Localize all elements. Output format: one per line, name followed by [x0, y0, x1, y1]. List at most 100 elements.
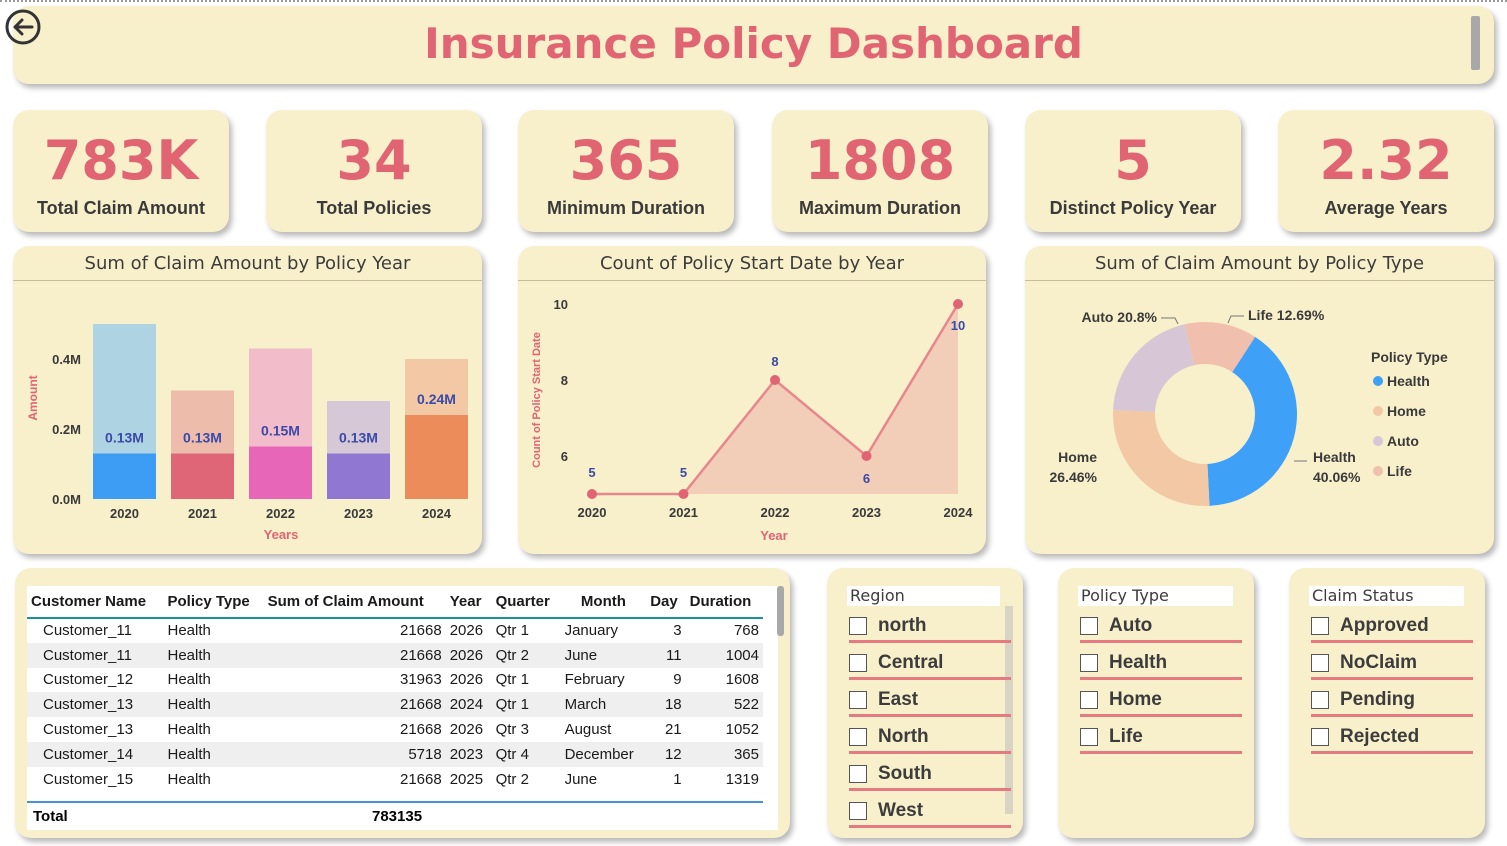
table-row[interactable]: Customer_14 Health 5718 2023 Qtr 4 December 12…: [27, 741, 763, 767]
legend-marker[interactable]: [1373, 376, 1383, 386]
table-row[interactable]: Customer_13 Health 21668 2026 Qtr 3 August 21 1…: [27, 717, 763, 742]
legend-marker[interactable]: [1373, 466, 1383, 476]
checkbox[interactable]: [1080, 691, 1098, 709]
table-cell: August: [564, 721, 612, 739]
donut-slice[interactable]: [1113, 324, 1195, 412]
table-cell: 1052: [725, 721, 759, 739]
policy-table-container[interactable]: Customer Name Policy Type Sum of Claim Amo…: [27, 586, 778, 830]
checkbox[interactable]: [1311, 654, 1329, 672]
table-row[interactable]: Customer_11 Health 21668 2026 Qtr 1 January 3 7…: [27, 618, 763, 643]
data-point[interactable]: [953, 299, 963, 309]
bar-chart-card: Sum of Claim Amount by Policy Year 0.0M 0…: [13, 246, 482, 554]
checkbox[interactable]: [849, 765, 867, 783]
bar[interactable]: [171, 453, 234, 500]
legend-label[interactable]: Health: [1387, 373, 1430, 389]
column-header[interactable]: Sum of Claim Amount: [267, 593, 424, 610]
column-header[interactable]: Policy Type: [167, 593, 250, 610]
kpi-card-minimum-duration: 365 Minimum Duration: [518, 110, 734, 232]
table-row[interactable]: Customer_11 Health 21668 2026 Qtr 2 June 11 100…: [27, 642, 763, 668]
region-slicer-scrollbar[interactable]: [1005, 606, 1013, 814]
slicer-option[interactable]: Rejected: [1311, 726, 1473, 754]
slicer-option-label: Health: [1109, 652, 1168, 673]
checkbox[interactable]: [849, 654, 867, 672]
region-slicer: Region north Central East North South West: [827, 568, 1023, 838]
table-scrollbar[interactable]: [777, 586, 784, 636]
column-header[interactable]: Day: [650, 593, 678, 610]
bar[interactable]: [405, 415, 468, 499]
table-cell: 21668: [399, 696, 442, 714]
checkbox[interactable]: [1311, 691, 1329, 709]
column-header[interactable]: Quarter: [495, 593, 550, 610]
column-header[interactable]: Month: [580, 593, 626, 610]
checkbox[interactable]: [849, 802, 867, 820]
bar[interactable]: [93, 453, 156, 500]
table-cell: 1608: [725, 671, 759, 689]
slicer-option[interactable]: Pending: [1311, 689, 1473, 717]
slicer-option[interactable]: North: [849, 726, 1011, 754]
donut-slice[interactable]: [1184, 322, 1256, 373]
checkbox[interactable]: [1080, 617, 1098, 635]
back-arrow-icon[interactable]: [5, 9, 41, 45]
point-value-label: 5: [680, 465, 687, 480]
table-cell: 18: [664, 696, 682, 714]
slicer-option[interactable]: NoClaim: [1311, 652, 1473, 680]
checkbox[interactable]: [1311, 617, 1329, 635]
slicer-option[interactable]: north: [849, 615, 1011, 643]
table-cell: 2026: [449, 622, 484, 640]
slicer-option[interactable]: Home: [1080, 689, 1242, 717]
bar-value-label: 0.15M: [261, 423, 300, 439]
kpi-label: Total Policies: [316, 198, 432, 218]
table-cell: February: [564, 671, 625, 689]
legend-marker[interactable]: [1373, 436, 1383, 446]
legend-label[interactable]: Home: [1387, 403, 1426, 419]
table-row[interactable]: Customer_15 Health 21668 2025 Qtr 2 June 1 1319: [27, 766, 763, 792]
checkbox[interactable]: [849, 617, 867, 635]
bar[interactable]: [327, 453, 390, 500]
y-axis-title: Amount: [26, 375, 40, 420]
legend-label[interactable]: Auto: [1387, 433, 1419, 449]
table-cell: December: [564, 745, 634, 763]
x-tick-label: 2020: [110, 506, 139, 521]
data-point[interactable]: [678, 489, 689, 499]
bar[interactable]: [249, 446, 312, 500]
header-scrollbar[interactable]: [1471, 16, 1480, 70]
table-cell: Qtr 2: [495, 770, 529, 788]
checkbox[interactable]: [1080, 654, 1098, 672]
slicer-option[interactable]: Life: [1080, 726, 1242, 754]
slicer-option-label: South: [878, 763, 932, 784]
table-cell: 2026: [449, 671, 484, 689]
column-header[interactable]: Year: [449, 593, 482, 610]
slice-label-home-pct: 26.46%: [1050, 469, 1098, 485]
slicer-option[interactable]: South: [849, 763, 1011, 791]
checkbox[interactable]: [1080, 728, 1098, 746]
checkbox[interactable]: [849, 728, 867, 746]
table-cell: Customer_11: [43, 622, 132, 640]
legend-marker[interactable]: [1373, 406, 1383, 416]
checkbox[interactable]: [1311, 728, 1329, 746]
slicer-option[interactable]: Central: [849, 652, 1011, 680]
slicer-option[interactable]: Auto: [1080, 615, 1242, 643]
column-header[interactable]: Duration: [689, 593, 752, 610]
slicer-option[interactable]: Approved: [1311, 615, 1473, 643]
slicer-option[interactable]: East: [849, 689, 1011, 717]
x-tick-label: 2020: [578, 505, 607, 520]
slicer-option[interactable]: West: [849, 800, 1011, 828]
donut-slice[interactable]: [1207, 336, 1297, 506]
column-header[interactable]: Customer Name: [31, 593, 147, 610]
table-row[interactable]: Customer_12 Health 31963 2026 Qtr 1 February 9…: [27, 667, 763, 693]
checkbox[interactable]: [849, 691, 867, 709]
slicer-option[interactable]: Health: [1080, 652, 1242, 680]
data-point[interactable]: [770, 375, 780, 385]
point-value-label: 6: [863, 471, 870, 486]
data-point[interactable]: [587, 489, 597, 499]
kpi-label: Total Claim Amount: [37, 198, 205, 218]
donut-slice[interactable]: [1113, 410, 1210, 506]
slicer-option-label: Auto: [1109, 615, 1153, 636]
table-cell: 21668: [399, 646, 442, 664]
slicer-option-label: Rejected: [1340, 726, 1420, 747]
data-point[interactable]: [861, 451, 872, 461]
kpi-value: 34: [336, 129, 412, 192]
legend-label[interactable]: Life: [1387, 463, 1412, 479]
table-row[interactable]: Customer_13 Health 21668 2024 Qtr 1 March 18 52…: [27, 692, 763, 718]
table-cell: Health: [167, 745, 211, 763]
